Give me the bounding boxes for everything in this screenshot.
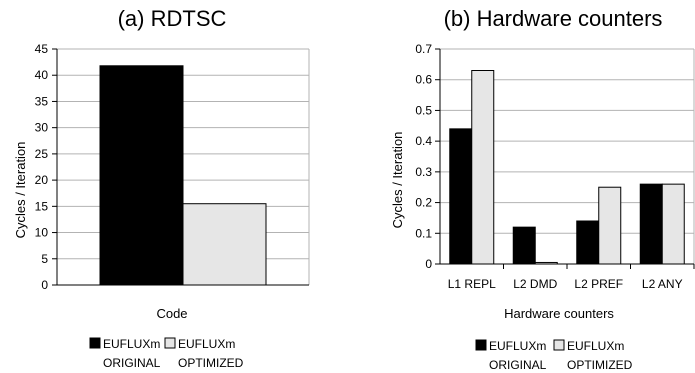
chart-a-legend-optimized-line1: EUFLUXm [178,337,235,351]
chart-b-legend-original: EUFLUXm ORIGINAL [475,339,547,372]
y-tick-label: 0.6 [415,73,432,87]
chart-b-axes [435,48,695,269]
y-tick-label: 30 [35,121,49,135]
y-tick-label: 0 [425,257,432,271]
chart-b-title: (b) Hardware counters [444,6,663,31]
bar-original-4 [639,183,663,265]
chart-b-x-label: Hardware counters [504,306,614,321]
chart-b-legend-original-line2: ORIGINAL [489,358,547,372]
y-tick-label: 40 [35,68,49,82]
y-tick-label: 0.7 [415,42,432,56]
chart-a-x-label: Code [156,306,187,321]
chart-a-legend-original: EUFLUXm ORIGINAL [89,337,161,370]
chart-a-legend: EUFLUXm ORIGINAL EUFLUXm OPTIMIZED [89,337,244,370]
chart-b-legend-optimized-line2: OPTIMIZED [567,358,633,372]
chart-a-y-ticks: 0 5 10 15 20 25 30 35 40 45 [35,42,49,292]
y-tick-label: 0 [41,278,48,292]
chart-a-legend-optimized: EUFLUXm OPTIMIZED [164,337,244,370]
y-tick-label: 0.3 [415,165,432,179]
chart-a-title: (a) RDTSC [118,6,227,31]
chart-b-legend: EUFLUXm ORIGINAL EUFLUXm OPTIMIZED [475,339,633,372]
y-tick-label: 0.2 [415,196,432,210]
chart-a-legend-original-line1: EUFLUXm [103,337,160,351]
chart-b-legend-optimized: EUFLUXm OPTIMIZED [553,339,633,372]
y-tick-label: 35 [35,94,49,108]
chart-a-bars [99,65,267,286]
chart-hardware-counters: (b) Hardware counters 0 0.1 0.2 0.3 0.4 0.5 0.… [390,6,695,372]
bar-original-3 [576,220,600,265]
y-tick-label: 0.4 [415,134,432,148]
chart-b-y-ticks: 0 0.1 0.2 0.3 0.4 0.5 0.6 0.7 [415,42,432,271]
y-tick-label: 5 [41,252,48,266]
chart-b-legend-swatch-original [475,339,487,351]
chart-b-y-label: Cycles / Iteration [390,132,405,229]
x-tick-label: L2 ANY [642,277,683,291]
chart-a-legend-swatch-original [89,337,101,349]
y-tick-label: 0.5 [415,103,432,117]
bar-optimized-4 [661,183,685,265]
chart-a-legend-original-line2: ORIGINAL [103,356,161,370]
y-tick-label: 0.1 [415,226,432,240]
chart-b-legend-swatch-optimized [553,339,565,351]
bar-optimized-3 [598,186,622,265]
chart-b-x-ticks: L1 REPL L2 DMD L2 PREF L2 ANY [448,277,683,291]
x-tick-label: L2 DMD [513,277,557,291]
bar-optimized-1 [182,203,267,286]
bar-original-1 [449,128,473,265]
bar-original-2 [512,226,536,265]
y-tick-label: 10 [35,226,49,240]
y-tick-label: 20 [35,173,49,187]
y-tick-label: 15 [35,199,49,213]
chart-a-axes [52,48,309,286]
chart-b-bars [449,70,685,265]
chart-b-legend-original-line1: EUFLUXm [489,339,546,353]
y-tick-label: 45 [35,42,49,56]
chart-a-legend-swatch-optimized [164,337,176,349]
chart-a-legend-optimized-line2: OPTIMIZED [178,356,244,370]
bar-optimized-1 [471,70,495,265]
chart-rdtsc: (a) RDTSC 0 5 10 15 20 25 30 35 40 45 Code Cycles… [13,6,310,370]
x-tick-label: L1 REPL [448,277,496,291]
chart-b-legend-optimized-line1: EUFLUXm [567,339,624,353]
y-tick-label: 25 [35,147,49,161]
chart-a-y-label: Cycles / Iteration [13,142,28,239]
x-tick-label: L2 PREF [574,277,623,291]
bar-original-1 [99,65,184,286]
